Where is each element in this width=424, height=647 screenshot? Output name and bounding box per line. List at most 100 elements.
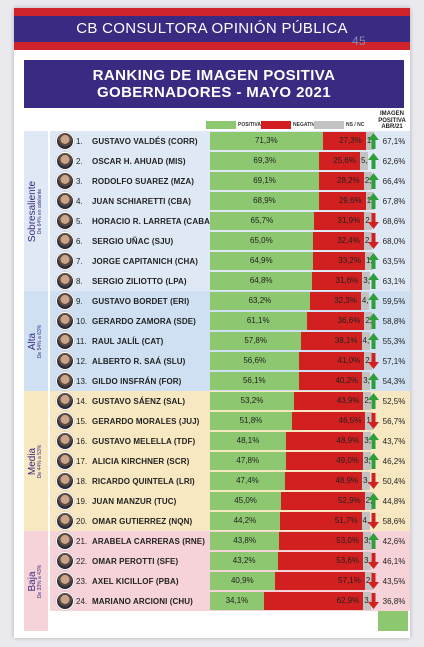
rank-number: 5.	[76, 217, 83, 226]
prev-value: 55,3%	[382, 337, 406, 346]
arrow-down-icon	[368, 473, 379, 489]
rank-number: 24.	[76, 597, 88, 606]
bar-negative: 41,0%	[299, 352, 365, 370]
chart-title-line1: RANKING DE IMAGEN POSITIVA	[92, 67, 336, 84]
rank-number: 17.	[76, 457, 88, 466]
prev-value: 68,6%	[382, 217, 406, 226]
governor-name: JORGE CAPITANICH (CHA)	[92, 257, 199, 266]
arrow-down-icon	[368, 353, 379, 369]
arrow-up-icon	[368, 293, 379, 309]
rank-number: 2.	[76, 157, 83, 166]
prev-value: 46,2%	[382, 457, 406, 466]
ranking-card: CB CONSULTORA OPINIÓN PÚBLICA 45 RANKING…	[14, 8, 410, 638]
governor-photo	[56, 552, 74, 570]
governor-photo	[56, 452, 74, 470]
prev-value: 66,4%	[382, 177, 406, 186]
prev-value: 56,7%	[382, 417, 406, 426]
governor-name: GILDO INSFRÁN (FOR)	[92, 377, 182, 386]
governor-name: HORACIO R. LARRETA (CABA)	[92, 217, 213, 226]
bar-positive: 63,2%	[210, 292, 310, 310]
table-row: 15. GERARDO MORALES (JUJ) 51,8%46,5%1,7 56,…	[50, 411, 410, 431]
governor-name: MARIANO ARCIONI (CHU)	[92, 597, 193, 606]
governor-photo	[56, 412, 74, 430]
bar-negative: 49,0%	[285, 452, 363, 470]
table-row: 23. AXEL KICILLOF (PBA) 40,9%57,1%2,0 43,5%	[50, 571, 410, 591]
governor-photo	[56, 432, 74, 450]
page-number: 45	[352, 34, 366, 48]
arrow-up-icon	[368, 453, 379, 469]
arrow-down-icon	[368, 413, 379, 429]
bar-ns-nc: 3,0	[363, 592, 372, 610]
governor-name: OMAR GUTIERREZ (NQN)	[92, 517, 193, 526]
table-row: 10. GERARDO ZAMORA (SDE) 61,1%36,6%2,3 58,8…	[50, 311, 410, 331]
bar-positive: 61,1%	[210, 312, 307, 330]
bar-positive: 45,0%	[210, 492, 282, 510]
bar-ns-nc: 2,7	[363, 172, 372, 190]
governor-name: SERGIO ZILIOTTO (LPA)	[92, 277, 187, 286]
governor-name: GERARDO MORALES (JUJ)	[92, 417, 200, 426]
bar-ns-nc: 3,2	[362, 552, 371, 570]
arrow-down-icon	[368, 553, 379, 569]
rank-number: 23.	[76, 577, 88, 586]
table-row: 18. RICARDO QUINTELA (LRI) 47,4%48,9%3,7 50…	[50, 471, 410, 491]
bar-positive: 69,1%	[210, 172, 320, 190]
rank-number: 4.	[76, 197, 83, 206]
bar-ns-nc: 4,1	[361, 332, 370, 350]
governor-photo	[56, 472, 74, 490]
prev-value: 44,8%	[382, 497, 406, 506]
group-range: De 54% a 63%	[37, 324, 44, 358]
rank-number: 14.	[76, 397, 88, 406]
bar-negative: 57,1%	[274, 572, 365, 590]
group-label-media: Media De 44% a 53%	[24, 391, 48, 531]
prev-value: 46,1%	[382, 557, 406, 566]
bar-ns-nc: 1,4	[365, 132, 374, 150]
governor-photo	[56, 272, 74, 290]
table-row: 4. JUAN SCHIARETTI (CBA) 68,9%29,6%1,5 67,8…	[50, 191, 410, 211]
governor-photo	[56, 312, 74, 330]
prev-value: 36,8%	[382, 597, 406, 606]
rank-number: 10.	[76, 317, 88, 326]
table-row: 17. ALICIA KIRCHNER (SCR) 47,8%49,0%3,2 46,…	[50, 451, 410, 471]
bar-ns-nc: 2,4	[364, 212, 373, 230]
governor-name: RODOLFO SUAREZ (MZA)	[92, 177, 194, 186]
brand-name: CB CONSULTORA OPINIÓN PÚBLICA	[76, 20, 348, 37]
prev-value: 68,0%	[382, 237, 406, 246]
bar-negative: 29,6%	[318, 192, 366, 210]
bar-negative: 32,3%	[309, 292, 361, 310]
arrow-down-icon	[368, 213, 379, 229]
bar-ns-nc: 1,9	[364, 252, 373, 270]
legend-swatch-ns-nc	[314, 121, 344, 129]
legend-ns-nc: NS / NC	[314, 120, 364, 130]
governor-name: GUSTAVO SÁENZ (SAL)	[92, 397, 186, 406]
bar-negative: 32,4%	[312, 232, 364, 250]
governor-name: ALICIA KIRCHNER (SCR)	[92, 457, 190, 466]
governor-photo	[56, 252, 74, 270]
bar-negative: 31,9%	[313, 212, 365, 230]
brand-bar: CB CONSULTORA OPINIÓN PÚBLICA 45	[14, 16, 410, 48]
bar-negative: 31,6%	[312, 272, 363, 290]
group-label-sobresaliente: Sobresaliente De 64% en adelante	[24, 131, 48, 291]
legend-label-positive: POSITIVA	[238, 122, 261, 128]
governor-name: GUSTAVO VALDÉS (CORR)	[92, 137, 198, 146]
bar-positive: 68,9%	[210, 192, 319, 210]
table-row: 7. JORGE CAPITANICH (CHA) 64,9%33,2%1,9 63,…	[50, 251, 410, 271]
bar-ns-nc: 2,1	[364, 492, 373, 510]
bar-ns-nc: 4,1	[361, 512, 370, 530]
rank-number: 9.	[76, 297, 83, 306]
governor-photo	[56, 192, 74, 210]
bar-negative: 53,0%	[279, 532, 363, 550]
bar-ns-nc: 3,6	[362, 272, 371, 290]
prev-header-line3: ABR/21	[381, 124, 403, 130]
bar-positive: 69,3%	[210, 152, 320, 170]
governor-name: GUSTAVO MELELLA (TDF)	[92, 437, 196, 446]
rank-number: 3.	[76, 177, 83, 186]
bar-positive: 53,2%	[210, 392, 295, 410]
table-row: 8. SERGIO ZILIOTTO (LPA) 64,8%31,6%3,6 63,1…	[50, 271, 410, 291]
arrow-up-icon	[368, 273, 379, 289]
rank-number: 8.	[76, 277, 83, 286]
governor-photo	[56, 292, 74, 310]
prev-value: 62,6%	[382, 157, 406, 166]
legend-label-ns-nc: NS / NC	[346, 122, 365, 128]
bar-negative: 27,3%	[322, 132, 366, 150]
arrow-up-icon	[368, 373, 379, 389]
